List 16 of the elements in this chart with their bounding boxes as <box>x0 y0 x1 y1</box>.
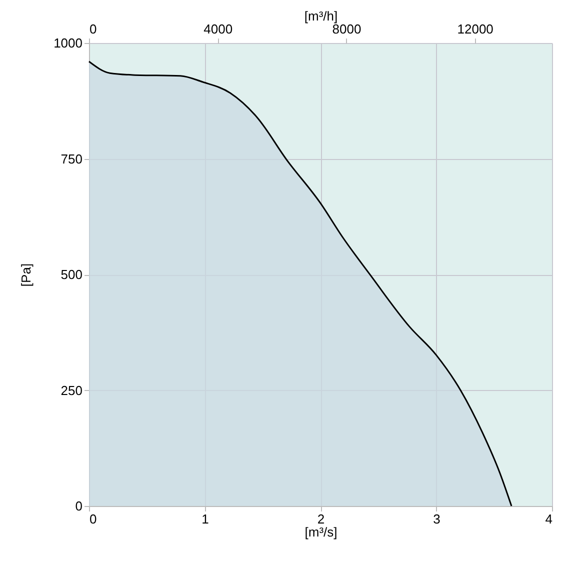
x-tick-label: 4 <box>545 512 552 526</box>
y-tick-label: 750 <box>60 151 82 166</box>
x-tick-label: 3 <box>433 512 440 526</box>
x2-tick-label: 0 <box>90 22 97 36</box>
x2-axis-title: [m³/h] <box>304 8 338 24</box>
y-tick-label: 1000 <box>54 36 82 50</box>
x-axis-title: [m³/s] <box>304 524 338 540</box>
y-tick-label: 250 <box>60 382 82 398</box>
x-tick-label: 2 <box>317 512 325 526</box>
y-axis-title: [Pa] <box>18 263 34 287</box>
x-tick-label: 0 <box>90 512 97 526</box>
y-tick-label: 0 <box>75 498 82 514</box>
x2-tick-label: 12000 <box>457 22 494 36</box>
x-tick-label: 1 <box>202 512 209 526</box>
x2-tick-label: 4000 <box>204 22 233 36</box>
y-tick-label: 500 <box>60 267 82 282</box>
